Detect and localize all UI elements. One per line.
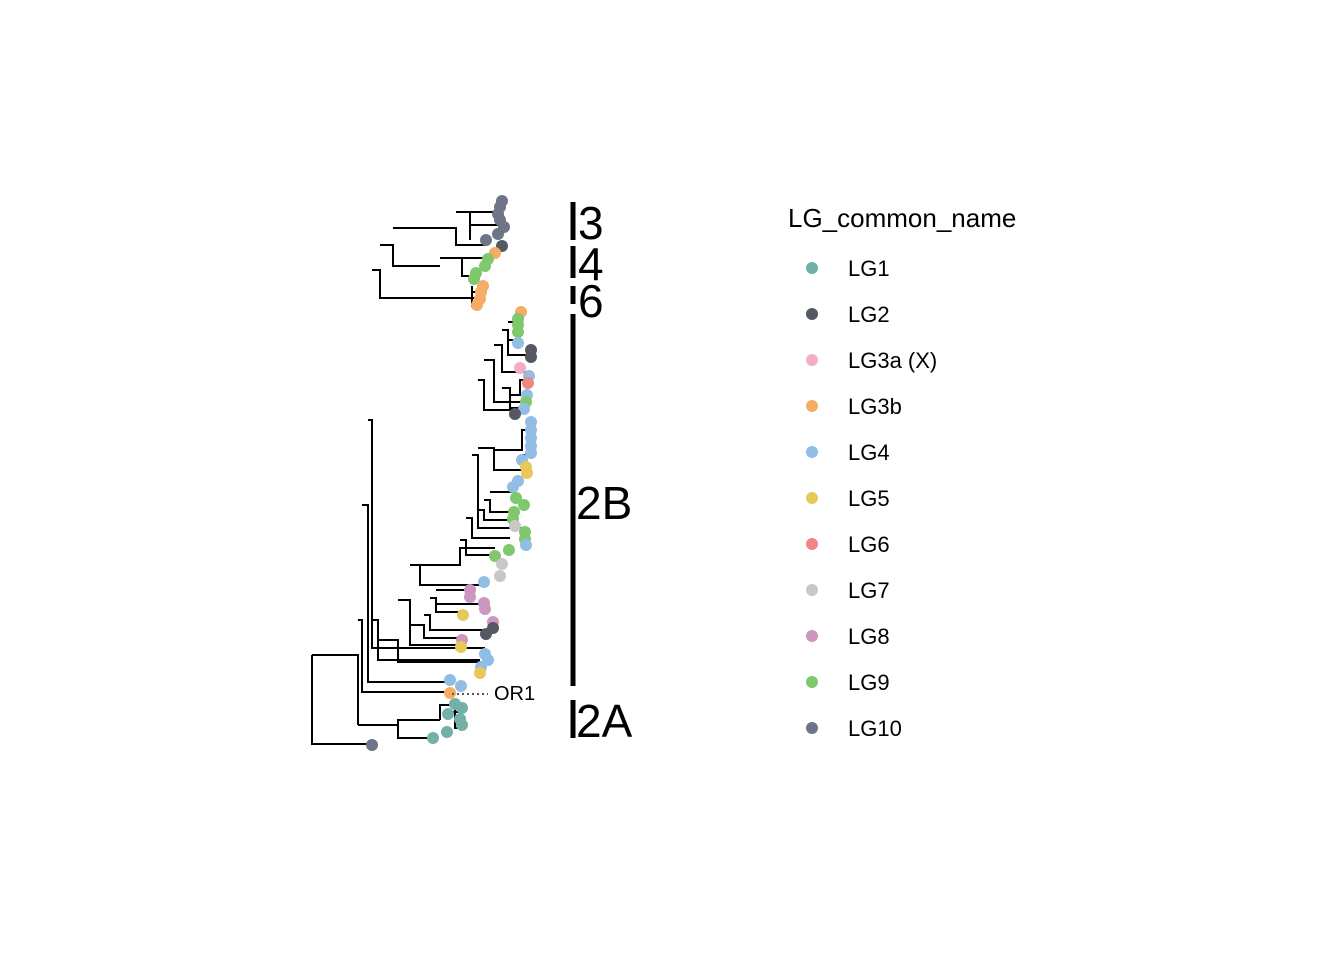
tree-branch (312, 654, 359, 725)
tree-tip (496, 558, 508, 570)
tree-branch (311, 655, 372, 745)
clade-label-2a: 2A (576, 695, 633, 747)
legend-swatch (806, 262, 818, 274)
tree-tip (503, 544, 515, 556)
tree-branch (460, 539, 500, 556)
tree-branch (368, 419, 485, 649)
tree-branch (410, 624, 462, 639)
tree-tip (525, 351, 537, 363)
legend-title: LG_common_name (788, 203, 1017, 233)
legend-swatch (806, 722, 818, 734)
tree-tip (518, 499, 530, 511)
legend-label: LG8 (848, 624, 890, 649)
legend-label: LG3a (X) (848, 348, 938, 373)
legend-swatch (806, 630, 818, 642)
tree-branch (424, 614, 488, 631)
tree-tip (479, 260, 491, 272)
tree-tip (444, 674, 456, 686)
clade-label-6: 6 (578, 275, 604, 327)
legend-swatch (806, 676, 818, 688)
tree-tip (507, 481, 519, 493)
tree-tip (455, 641, 467, 653)
legend-swatch (806, 538, 818, 550)
tree-branch (397, 719, 440, 725)
legend-swatch (806, 584, 818, 596)
legend-label: LG9 (848, 670, 890, 695)
legend-label: LG7 (848, 578, 890, 603)
tree-tip (444, 687, 456, 699)
tree-tip (518, 403, 530, 415)
tree-branch (456, 211, 471, 240)
tree-branch (393, 227, 485, 246)
clade-label-3: 3 (578, 197, 604, 249)
tree-tip (510, 492, 522, 504)
tree-tip (455, 680, 467, 692)
legend-swatch (806, 400, 818, 412)
tree-branch (372, 269, 475, 299)
tree-tip (525, 447, 537, 459)
tree-branch (440, 257, 475, 277)
tree-tips (366, 195, 537, 751)
legend-label: LG5 (848, 486, 890, 511)
clade-label-4: 4 (578, 238, 604, 290)
legend-swatch (806, 354, 818, 366)
tree-tip (456, 719, 468, 731)
legend-label: LG6 (848, 532, 890, 557)
tree-tip (480, 234, 492, 246)
tree-branch (478, 447, 527, 471)
tree-branch (410, 564, 484, 586)
legend-swatch (806, 446, 818, 458)
tree-tip (478, 576, 490, 588)
tree-tip (492, 228, 504, 240)
tree-branch (484, 499, 512, 513)
tree-tip (509, 520, 521, 532)
tree-tip (512, 337, 524, 349)
tree-branch (358, 724, 433, 739)
tip-label-or1: OR1 (494, 683, 536, 705)
tree-tip (471, 299, 483, 311)
tree-branch (398, 599, 462, 646)
tree-branch (466, 517, 510, 539)
legend-swatch (806, 308, 818, 320)
tree-tip (442, 708, 454, 720)
tree-tip (464, 591, 476, 603)
legend-label: LG10 (848, 716, 902, 741)
tree-tip (509, 408, 521, 420)
tree-tip (512, 326, 524, 338)
tree-branch (380, 244, 440, 267)
tree-tip (366, 739, 378, 751)
clade-label-2b: 2B (576, 477, 633, 529)
tree-branch (362, 504, 450, 683)
tree-tip (474, 667, 486, 679)
tree-tip (522, 377, 534, 389)
tree-branch (478, 379, 515, 411)
tree-tip (457, 609, 469, 621)
tree-tip (514, 362, 526, 374)
tree-tip (494, 570, 506, 582)
tree-branches (311, 211, 531, 745)
tree-branch (494, 344, 528, 373)
tree-tip (427, 732, 439, 744)
tree-branch (358, 619, 455, 693)
tree-tip (521, 467, 533, 479)
tree-tip (480, 628, 492, 640)
tree-branch (502, 329, 531, 356)
tree-tip (479, 603, 491, 615)
tree-tip (456, 702, 468, 714)
legend-swatch (806, 492, 818, 504)
tree-branch (472, 454, 525, 529)
legend-label: LG1 (848, 256, 890, 281)
tree-tip (441, 726, 453, 738)
legend-label: LG3b (848, 394, 902, 419)
tree-tip (489, 550, 501, 562)
tree-tip (468, 273, 480, 285)
tree-tip (520, 539, 532, 551)
tree-branch (478, 509, 514, 521)
tree-branch (378, 639, 484, 663)
legend-label: LG4 (848, 440, 890, 465)
legend-label: LG2 (848, 302, 890, 327)
tree-branch (420, 547, 495, 566)
